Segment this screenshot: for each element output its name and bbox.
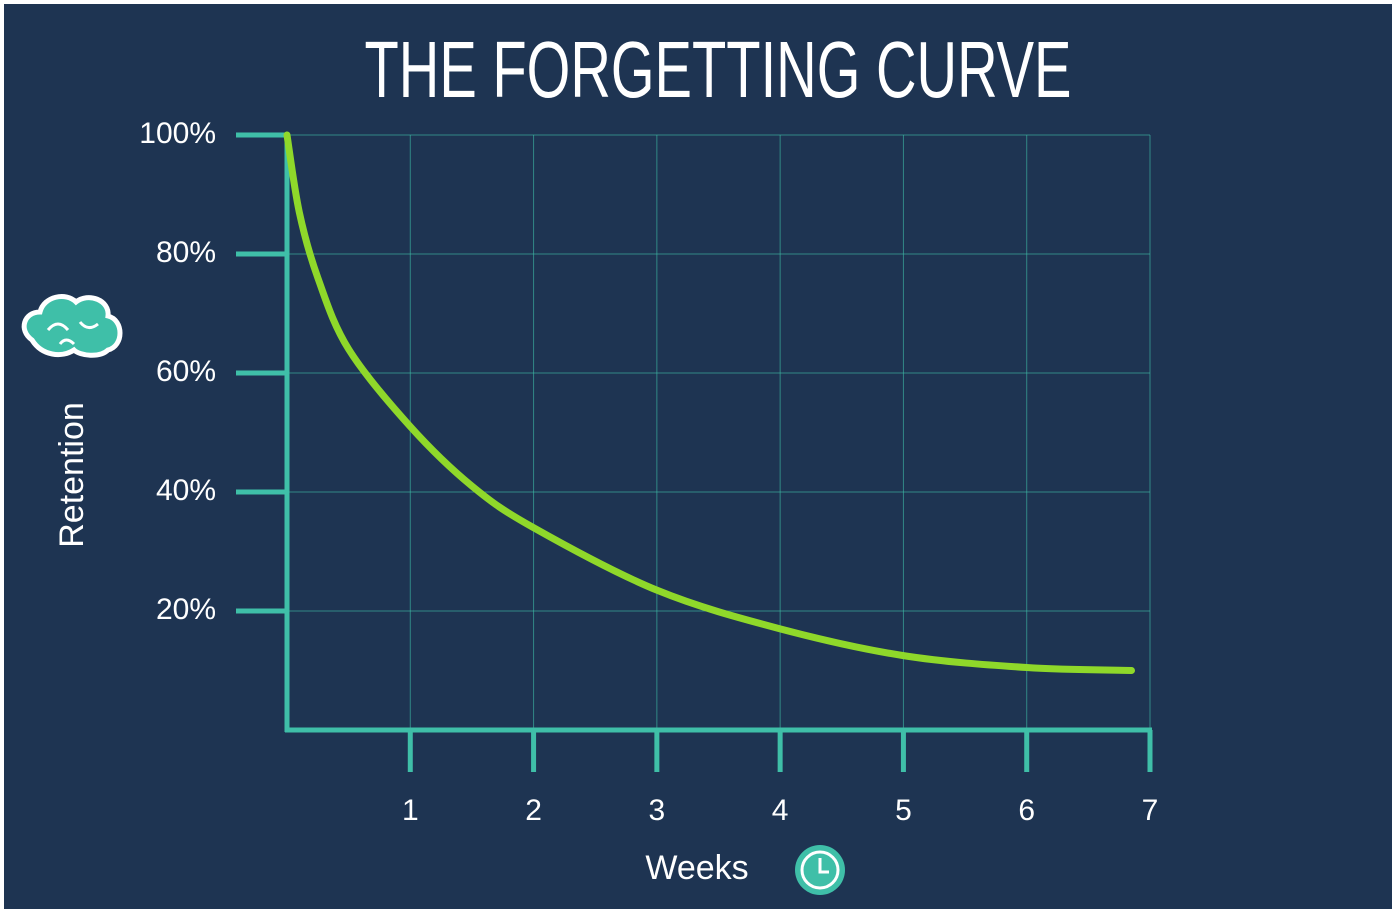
y-tick-label: 40% — [156, 474, 216, 507]
x-tick-label: 5 — [895, 794, 912, 827]
x-tick-label: 7 — [1142, 794, 1159, 827]
y-tick-label: 80% — [156, 236, 216, 269]
y-tick-label: 60% — [156, 355, 216, 388]
background — [4, 4, 1392, 909]
y-axis-label: Retention — [53, 402, 91, 548]
x-tick-label: 2 — [525, 794, 542, 827]
brain-icon — [21, 294, 123, 358]
y-tick-label: 20% — [156, 593, 216, 626]
x-tick-label: 4 — [772, 794, 789, 827]
retention-curve — [283, 131, 1136, 674]
chart-title: THE FORGETTING CURVE — [365, 25, 1072, 114]
x-tick-label: 3 — [649, 794, 666, 827]
x-tick-label: 1 — [402, 794, 419, 827]
clock-icon — [795, 845, 845, 895]
x-axis-label: Weeks — [645, 849, 748, 887]
x-tick-label: 6 — [1018, 794, 1035, 827]
y-tick-label: 100% — [139, 117, 216, 150]
